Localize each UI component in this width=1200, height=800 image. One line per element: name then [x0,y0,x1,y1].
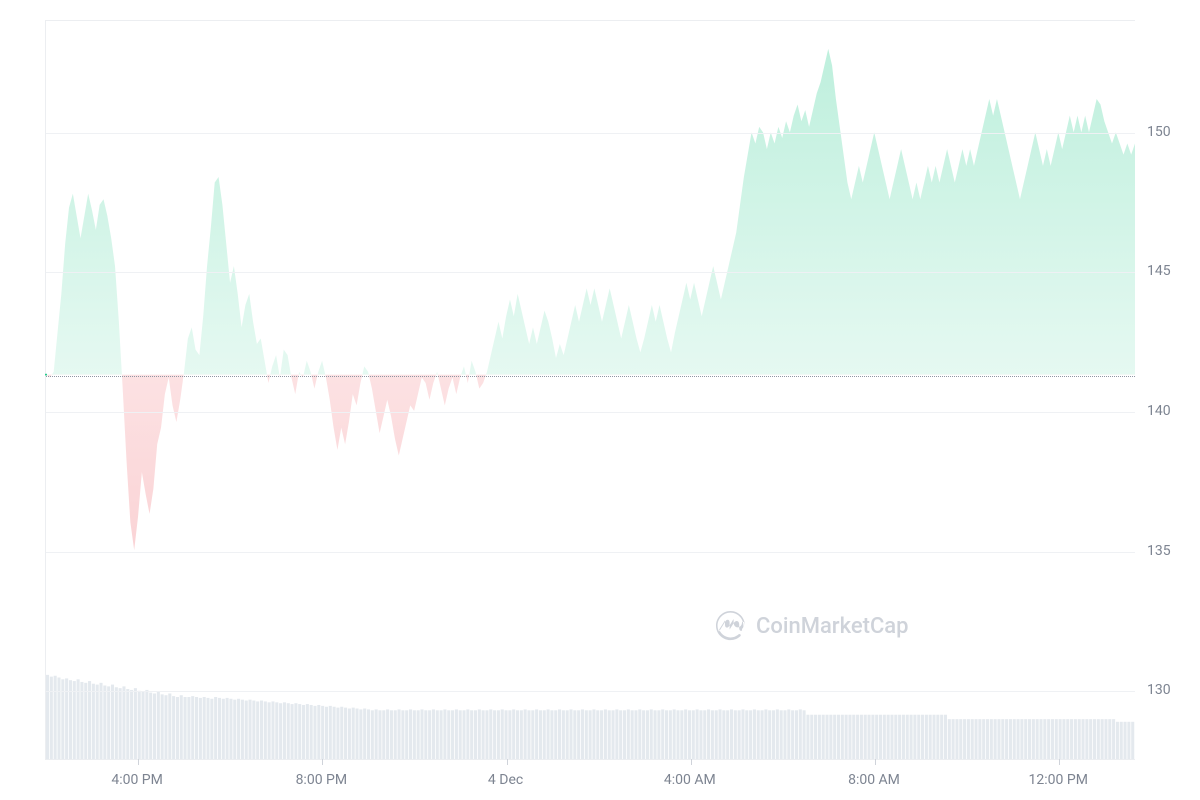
gridline [46,133,1135,134]
gridline [46,412,1135,413]
x-tick [1059,759,1060,765]
x-axis-label: 4 Dec [488,772,523,788]
x-tick [875,759,876,765]
x-tick [138,759,139,765]
area-above-baseline [46,49,1135,550]
volume-bars [46,675,1134,759]
price-svg [46,21,1135,759]
gridline [46,552,1135,553]
x-tick [507,759,508,765]
gridline [46,272,1135,273]
y-axis-label: 135 [1147,543,1171,559]
plot-area[interactable]: CoinMarketCap [45,20,1135,760]
x-axis-label: 4:00 PM [111,772,163,788]
y-axis-label: 145 [1147,263,1171,279]
x-tick [691,759,692,765]
baseline [46,376,1135,377]
y-axis-label: 150 [1147,124,1171,140]
gridline [46,691,1135,692]
price-chart[interactable]: CoinMarketCap [0,0,1200,800]
x-axis-label: 4:00 AM [664,772,716,788]
x-axis-label: 12:00 PM [1029,772,1088,788]
x-axis-label: 8:00 AM [848,772,900,788]
y-axis-label: 140 [1147,403,1171,419]
x-tick [322,759,323,765]
x-axis-label: 8:00 PM [296,772,348,788]
y-axis-label: 130 [1147,682,1171,698]
